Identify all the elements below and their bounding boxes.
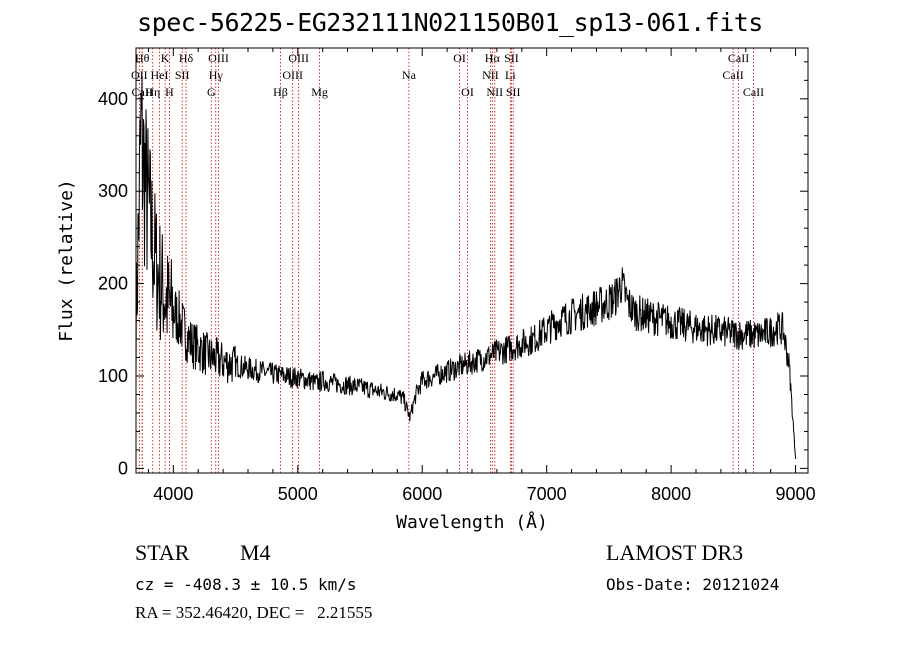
spectral-line-label: OI	[461, 85, 474, 99]
x-tick-label: 6000	[402, 484, 442, 504]
coordinates: RA = 352.46420, DEC = 2.21555	[135, 603, 373, 622]
redshift-cz: cz = -408.3 ± 10.5 km/s	[135, 575, 357, 594]
line-markers	[138, 48, 754, 473]
spectral-line-label: OIII	[282, 68, 303, 82]
y-tick-label: 200	[98, 274, 128, 294]
spectral-line-label: CaII	[722, 68, 743, 82]
spectral-line-label: G	[207, 85, 216, 99]
object-class: STAR	[135, 540, 190, 565]
spectral-line-label: OIII	[208, 51, 229, 65]
spectral-line-label: Na	[402, 68, 417, 82]
spectral-line-label: OIII	[288, 51, 309, 65]
x-axis-label: Wavelength (Å)	[396, 511, 548, 533]
y-axis: 0 100 200 300 400	[98, 61, 808, 478]
chart-title: spec-56225-EG232111N021150B01_sp13-061.f…	[137, 8, 763, 37]
spectral-line-label: Hδ	[179, 51, 194, 65]
spectral-line-label: Hα	[485, 51, 501, 65]
y-axis-label: Flux (relative)	[56, 179, 77, 342]
y-tick-label: 100	[98, 366, 128, 386]
spectral-line-label: Hη	[145, 85, 160, 99]
survey-name: LAMOST DR3	[606, 540, 744, 565]
spectral-line-label: CaII	[743, 85, 764, 99]
y-tick-label: 300	[98, 181, 128, 201]
spectral-line-label: Hγ	[209, 68, 224, 82]
spectral-line-label: Mg	[311, 85, 328, 99]
spectral-line-label: Hβ	[273, 85, 288, 99]
spectral-line-label: OI	[453, 51, 466, 65]
y-tick-label: 0	[118, 458, 128, 478]
spectrum-line	[135, 75, 797, 460]
spectral-line-label: NII	[486, 85, 503, 99]
spectral-line-label: K	[161, 51, 170, 65]
spectral-line-label: CaII	[728, 51, 749, 65]
spectral-line-label: NII	[482, 68, 499, 82]
spectral-line-label: SII	[504, 51, 519, 65]
spectral-line-label: OII	[131, 68, 148, 82]
spectral-line-label: H	[165, 85, 174, 99]
observation-date: Obs-Date: 20121024	[606, 575, 780, 594]
x-tick-label: 4000	[153, 484, 193, 504]
spectral-line-label: Li	[505, 68, 516, 82]
x-tick-label: 8000	[651, 484, 691, 504]
x-tick-label: 9000	[776, 484, 816, 504]
plot-frame	[135, 47, 809, 474]
x-tick-label: 5000	[278, 484, 318, 504]
spectral-line-label: HeI	[151, 68, 169, 82]
spectral-line-label: SII	[175, 68, 190, 82]
spectral-line-label: SII	[506, 85, 521, 99]
y-tick-label: 400	[98, 89, 128, 109]
x-tick-label: 7000	[527, 484, 567, 504]
spectral-line-label: Hθ	[135, 51, 150, 65]
x-axis: 4000 5000 6000 7000 8000 9000	[147, 48, 816, 504]
object-subclass: M4	[240, 540, 271, 565]
